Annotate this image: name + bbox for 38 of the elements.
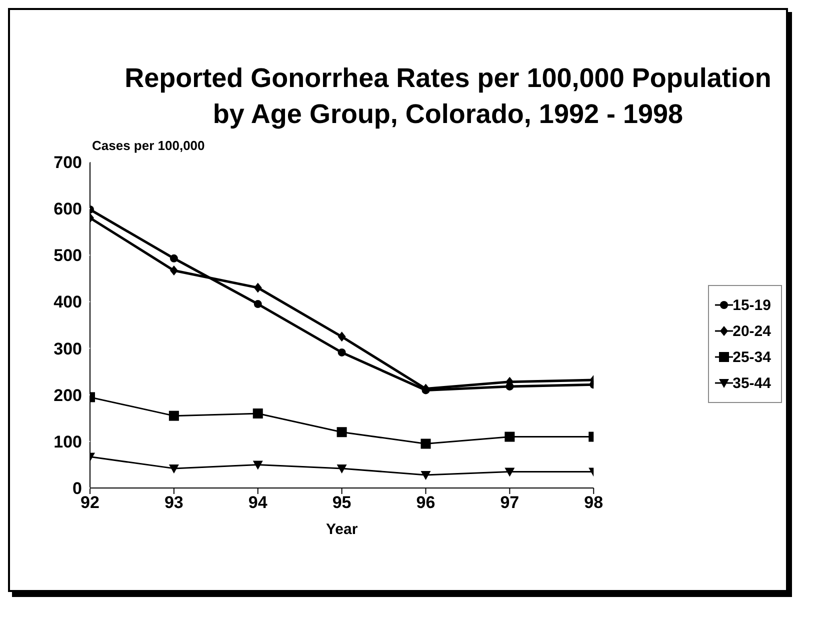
point: [420, 470, 431, 480]
point: [252, 408, 263, 418]
x-tick-label: 96: [416, 493, 436, 512]
point: [420, 438, 431, 449]
point: [504, 468, 515, 477]
point: [336, 427, 347, 438]
y-tick-label: 300: [54, 339, 82, 358]
y-tick-label: 700: [54, 153, 82, 172]
chart-title: Reported Gonorrhea Rates per 100,000 Population by Age Group, Colorado, 1992 - 1998: [124, 62, 772, 131]
legend-label: 20-24: [732, 322, 771, 340]
point: [338, 348, 346, 356]
point: [336, 464, 347, 474]
point: [254, 282, 262, 293]
point: [338, 332, 346, 342]
x-tick-label: 95: [332, 493, 352, 512]
point: [504, 432, 515, 442]
y-tick-label: 100: [54, 432, 82, 452]
x-tick-label: 97: [500, 493, 520, 512]
point: [168, 410, 179, 421]
x-tick-label: 92: [80, 493, 100, 512]
y-tick-label: 0: [72, 479, 82, 498]
point: [170, 254, 178, 262]
x-tick-label: 94: [248, 493, 268, 512]
y-tick-label: 500: [54, 246, 82, 266]
point: [168, 464, 179, 474]
x-axis-title: Year: [326, 521, 358, 538]
legend-label: 25-34: [732, 348, 771, 366]
x-tick-label: 98: [584, 493, 604, 512]
legend-label: 35-44: [732, 374, 771, 392]
y-tick-label: 200: [54, 386, 82, 405]
x-tick-label: 93: [164, 493, 184, 512]
legend-label: 15-19: [732, 296, 771, 314]
y-tick-label: 600: [54, 200, 82, 219]
y-axis-title: Cases per 100,000: [92, 138, 205, 153]
y-tick-label: 400: [54, 292, 82, 312]
point: [170, 266, 178, 276]
point: [252, 460, 263, 470]
point: [254, 300, 262, 308]
